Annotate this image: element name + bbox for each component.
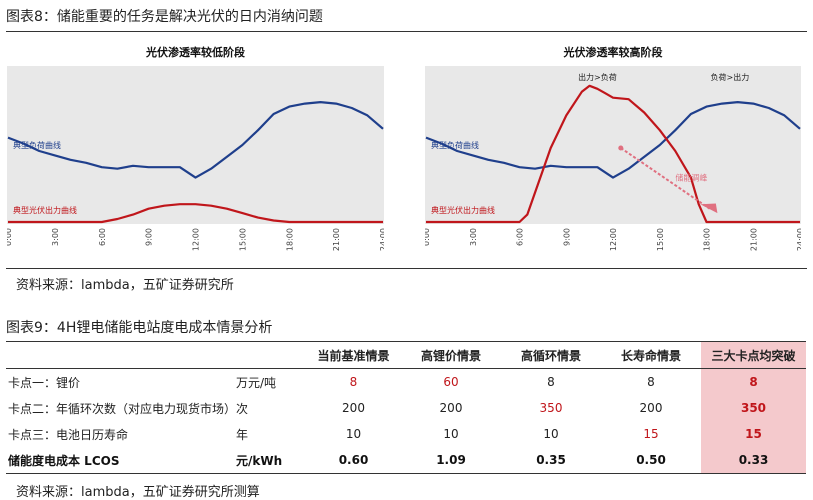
table-cell: 0.33 [701,447,806,474]
x-tick-label: 0:00 [425,228,431,246]
row-label: 卡点二：年循环次数（对应电力现货市场） [8,401,237,416]
x-tick-label: 15:00 [656,228,665,251]
series-label-pv: 典型光伏出力曲线 [13,205,77,215]
cost-table: 当前基准情景 高锂价情景 高循环情景 长寿命情景 三大卡点均突破 卡点一：锂价 … [6,341,806,474]
annotation-output-over-load: 出力>负荷 [578,72,617,82]
x-tick-label: 21:00 [749,228,758,251]
x-tick-label: 6:00 [98,228,107,246]
x-tick-label: 3:00 [51,228,60,246]
table-row: 卡点一：锂价 万元/吨 8 60 8 8 8 [6,368,806,395]
chart-left: 0:00 3:00 6:00 9:00 12:00 15:00 18:00 21:00 24:0… [7,66,384,251]
table-cell: 200 [439,401,463,415]
row-unit: 次 [236,401,249,416]
storage-arrow-head [700,203,718,214]
series-label-load: 典型负荷曲线 [431,140,479,150]
table-cell: 0.50 [636,453,666,467]
table-cell: 10 [543,427,559,441]
table-cell: 8 [701,368,806,395]
chart-right: 0:00 3:00 6:00 9:00 12:00 15:00 18:00 21:00 24:0… [425,66,801,251]
x-tick-label: 12:00 [609,228,618,251]
table-cell: 350 [701,395,806,421]
header-high-cycle: 高循环情景 [520,348,581,363]
figure8-title: 图表8：储能重要的任务是解决光伏的日内消纳问题 [6,9,323,25]
x-tick-label: 24:00 [796,228,801,251]
table-cell: 350 [539,401,563,415]
row-label: 储能度电成本 LCOS [8,453,120,468]
header-all-breakthrough: 三大卡点均突破 [701,341,806,369]
table-cell: 1.09 [436,453,466,467]
x-tick-label: 12:00 [192,228,201,251]
figure8-source-rule [6,268,807,269]
header-long-life: 长寿命情景 [620,348,681,363]
row-unit: 万元/吨 [236,375,277,390]
series-line-load [7,100,384,179]
x-tick-label: 21:00 [332,228,341,251]
table-cell: 60 [443,375,459,389]
row-unit: 年 [236,427,249,442]
table-header-row: 当前基准情景 高锂价情景 高循环情景 长寿命情景 三大卡点均突破 [6,341,806,369]
plot-background [7,66,384,224]
x-tick-label: 24:00 [379,228,384,251]
chart-right-title: 光伏渗透率较高阶段 [563,46,663,59]
table-cell: 200 [639,401,663,415]
annotation-load-over-output: 负荷>出力 [711,72,750,82]
table-cell: 200 [342,401,365,415]
table-cell: 15 [701,421,806,447]
row-label: 卡点一：锂价 [8,375,81,390]
x-tick-label: 3:00 [469,228,478,246]
table-cell: 8 [349,375,358,389]
series-line-load [425,100,801,179]
header-unit-empty [236,342,306,369]
header-high-lithium: 高锂价情景 [420,348,481,363]
table-row-total: 储能度电成本 LCOS 元/kWh 0.60 1.09 0.35 0.50 0.… [6,447,806,474]
series-line-pv [8,203,383,224]
table-cell: 8 [547,375,555,389]
table-cell: 10 [345,427,362,441]
annotation-storage-peak: 储能调峰 [675,173,707,183]
series-label-load: 典型负荷曲线 [13,140,61,150]
x-tick-label: 9:00 [145,228,154,246]
x-tick-label: 6:00 [516,228,525,246]
figure8-source: 资料来源：lambda，五矿证券研究所 [16,278,234,293]
figure9-title: 图表9：4H锂电储能电站度电成本情景分析 [6,320,273,336]
x-tick-label: 0:00 [7,228,13,246]
table-cell: 0.60 [338,453,369,467]
series-line-pv [426,84,800,224]
header-empty [6,342,236,369]
table-row: 卡点三：电池日历寿命 年 10 10 10 15 15 [6,421,806,447]
series-label-pv: 典型光伏出力曲线 [431,205,495,215]
chart-left-title: 光伏渗透率较低阶段 [146,46,245,59]
header-baseline: 当前基准情景 [317,348,390,363]
figure8-title-rule [6,31,807,32]
storage-arrow [620,147,711,210]
x-tick-label: 18:00 [703,228,712,251]
table-cell: 10 [443,427,459,441]
table-row: 卡点二：年循环次数（对应电力现货市场） 次 200 200 350 200 35… [6,395,806,421]
row-unit: 元/kWh [236,453,283,468]
table-cell: 15 [643,427,659,441]
table-cell: 0.35 [536,453,566,467]
x-tick-label: 15:00 [238,228,247,251]
x-tick-label: 18:00 [285,228,294,251]
row-label: 卡点三：电池日历寿命 [8,427,129,442]
table-cell: 8 [647,375,655,389]
figure9-source: 资料来源：lambda，五矿证券研究所测算 [16,485,260,500]
x-tick-label: 9:00 [562,228,571,246]
plot-background [425,66,801,224]
